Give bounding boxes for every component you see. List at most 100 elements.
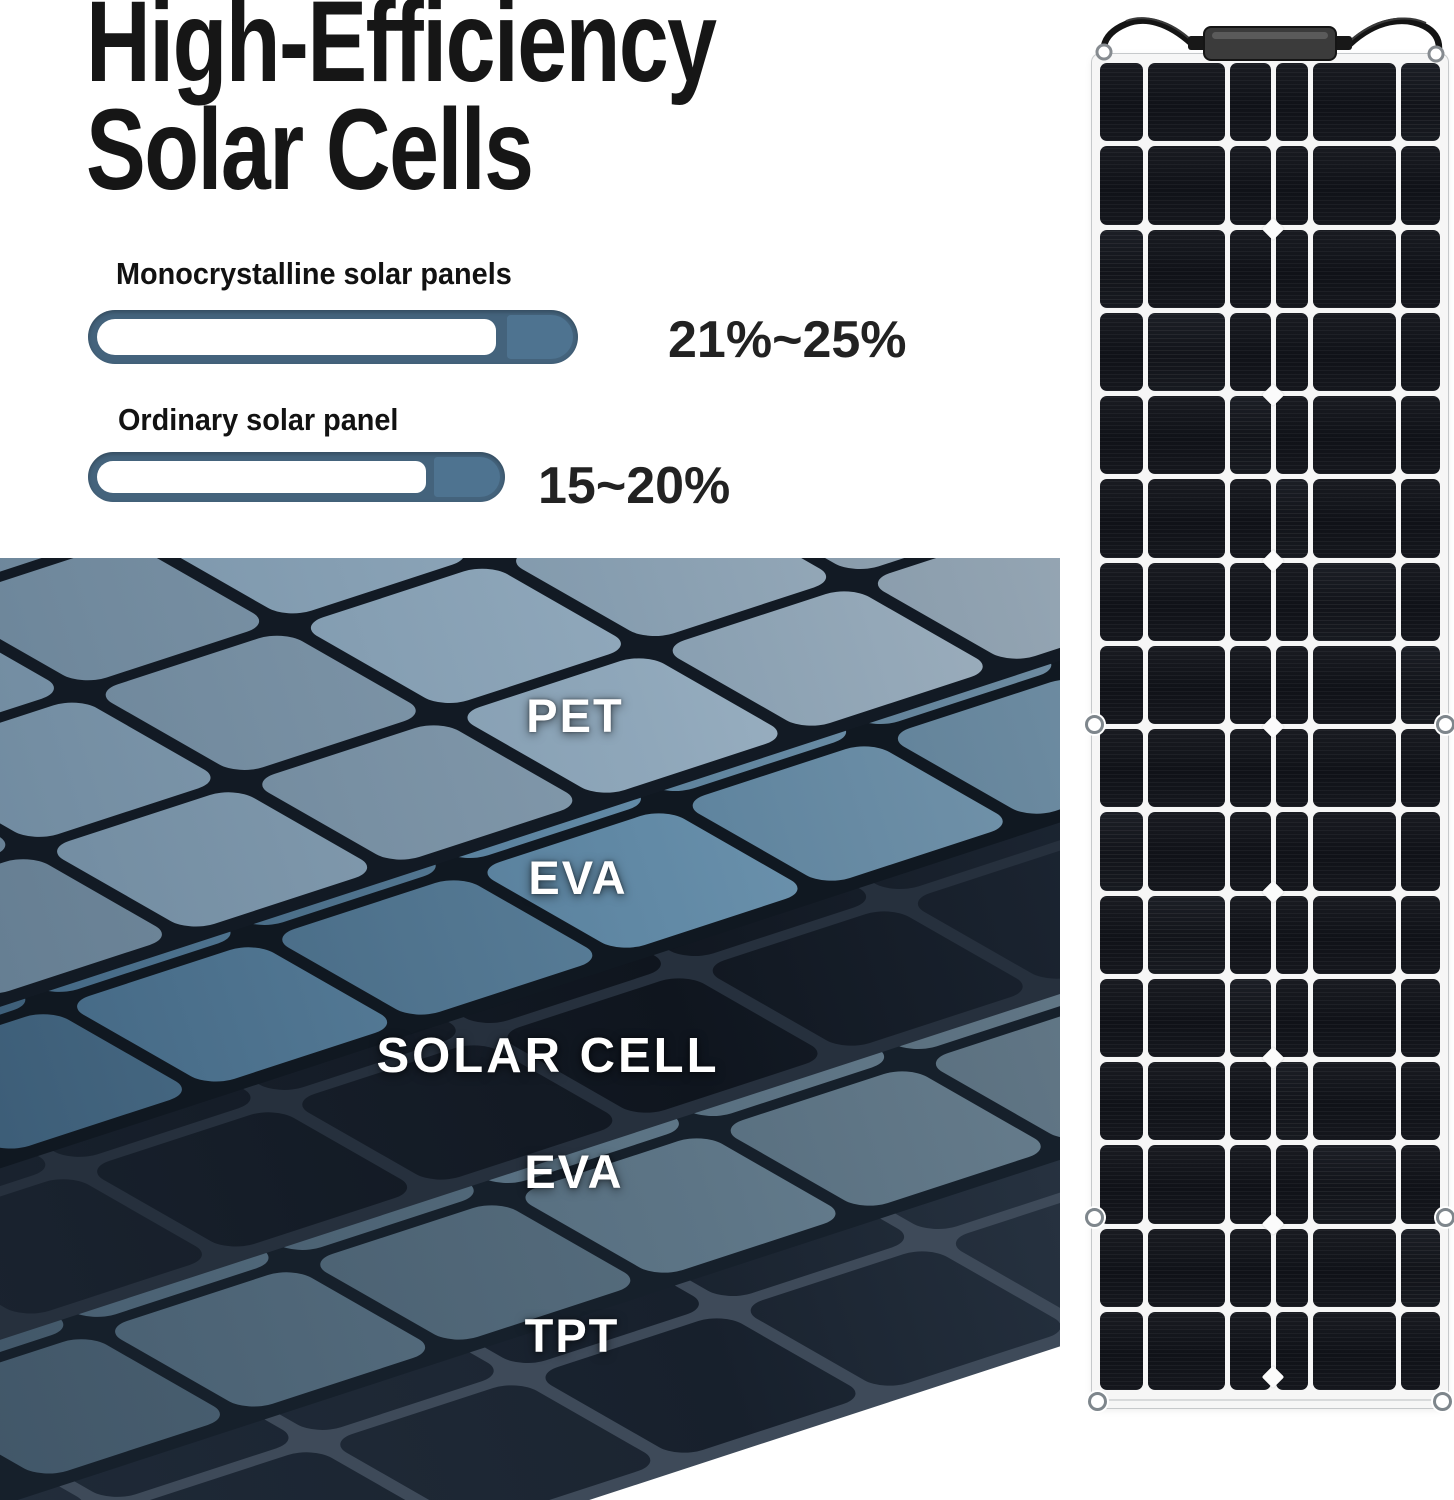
bar-label-ordinary: Ordinary solar panel <box>118 402 399 437</box>
efficiency-bar-ordinary <box>88 452 505 502</box>
solar-cell <box>1230 562 1272 641</box>
junction-box-stub-left <box>1188 36 1206 50</box>
solar-cell <box>1148 1311 1225 1390</box>
solar-cell <box>1313 729 1396 808</box>
solar-cell <box>1230 812 1272 891</box>
solar-cell <box>1148 479 1225 558</box>
title-line-1: High-Efficiency <box>86 0 717 106</box>
bar-track <box>97 461 426 493</box>
flexible-solar-panel <box>1085 12 1454 1411</box>
grommet-top-left <box>1095 43 1113 61</box>
grommet-top-right <box>1427 45 1445 63</box>
solar-cell <box>1313 1145 1396 1224</box>
solar-cell <box>1400 229 1440 308</box>
solar-cell <box>1100 479 1144 558</box>
solar-cell <box>1100 812 1144 891</box>
solar-cell <box>1100 229 1144 308</box>
solar-cell <box>1230 1228 1272 1307</box>
layer-label-eva-top: EVA <box>528 851 628 904</box>
solar-cell <box>1400 1311 1440 1390</box>
efficiency-bar-monocrystalline <box>88 310 578 364</box>
solar-cell <box>1100 1145 1144 1224</box>
solar-cell <box>1400 645 1440 724</box>
solar-cell <box>1400 146 1440 225</box>
solar-cell <box>1400 978 1440 1057</box>
solar-cell <box>1400 1145 1440 1224</box>
solar-cell <box>1230 63 1272 142</box>
solar-cell <box>1400 1062 1440 1141</box>
solar-cell <box>1276 1228 1309 1307</box>
grommet-right-mid <box>1436 714 1454 734</box>
solar-cell <box>1313 479 1396 558</box>
solar-cell <box>1230 1062 1272 1141</box>
solar-cell <box>1230 1145 1272 1224</box>
solar-cell <box>1100 645 1144 724</box>
solar-cell <box>1276 312 1309 391</box>
solar-cell <box>1313 562 1396 641</box>
solar-cell <box>1100 729 1144 808</box>
solar-cell <box>1276 895 1309 974</box>
solar-cell <box>1148 895 1225 974</box>
solar-cell <box>1400 562 1440 641</box>
solar-cell <box>1100 895 1144 974</box>
solar-cell <box>1276 479 1309 558</box>
grommet-left-lower <box>1085 1207 1104 1227</box>
solar-cell <box>1230 895 1272 974</box>
layer-label-tpt: TPT <box>524 1309 620 1362</box>
bar-value-monocrystalline: 21%~25% <box>668 311 907 369</box>
solar-cell <box>1276 812 1309 891</box>
solar-cell <box>1276 729 1309 808</box>
layer-exploded-diagram: PET EVA SOLAR CELL EVA TPT <box>0 558 1060 1500</box>
solar-cell <box>1276 63 1309 142</box>
solar-cell <box>1100 312 1144 391</box>
layer-label-pet: PET <box>526 689 624 742</box>
solar-cell <box>1230 312 1272 391</box>
solar-cell <box>1148 1145 1225 1224</box>
grommet-right-lower <box>1436 1207 1454 1227</box>
solar-cell <box>1400 812 1440 891</box>
solar-cell <box>1100 396 1144 475</box>
junction-box-and-wires <box>1095 17 1445 63</box>
junction-box <box>1203 26 1337 61</box>
solar-cell <box>1313 1062 1396 1141</box>
solar-cell <box>1313 229 1396 308</box>
solar-cell <box>1148 229 1225 308</box>
solar-cell <box>1148 645 1225 724</box>
solar-cell <box>1276 645 1309 724</box>
solar-cell <box>1276 562 1309 641</box>
solar-cell <box>1313 645 1396 724</box>
solar-cell <box>1148 63 1225 142</box>
solar-cell <box>1148 812 1225 891</box>
solar-cell <box>1100 562 1144 641</box>
solar-cell <box>1148 396 1225 475</box>
solar-cell <box>1100 146 1144 225</box>
title-line-2: Solar Cells <box>86 86 534 214</box>
solar-cell <box>1230 396 1272 475</box>
solar-cell <box>1148 1228 1225 1307</box>
bar-track <box>97 319 496 355</box>
solar-cell <box>1276 978 1309 1057</box>
solar-cell <box>1148 562 1225 641</box>
solar-cell <box>1230 729 1272 808</box>
bar-fill-cap <box>434 457 500 497</box>
solar-cell <box>1230 479 1272 558</box>
solar-cell <box>1100 63 1144 142</box>
wire-left-sheen <box>1125 17 1193 42</box>
solar-cell <box>1148 146 1225 225</box>
layer-sheets-graphic <box>0 558 1060 1500</box>
solar-cell <box>1400 479 1440 558</box>
grommet-bottom-left <box>1088 1392 1107 1411</box>
page-title: High-Efficiency Solar Cells <box>86 0 893 214</box>
bar-fill-cap <box>507 315 573 359</box>
bar-label-monocrystalline: Monocrystalline solar panels <box>116 256 512 291</box>
solar-cell <box>1313 312 1396 391</box>
solar-cell <box>1276 146 1309 225</box>
solar-cell <box>1276 1145 1309 1224</box>
solar-cell <box>1276 396 1309 475</box>
solar-cell <box>1148 312 1225 391</box>
solar-cell <box>1100 978 1144 1057</box>
solar-cell <box>1313 895 1396 974</box>
solar-cell <box>1276 1062 1309 1141</box>
junction-box-stub-right <box>1334 36 1352 50</box>
